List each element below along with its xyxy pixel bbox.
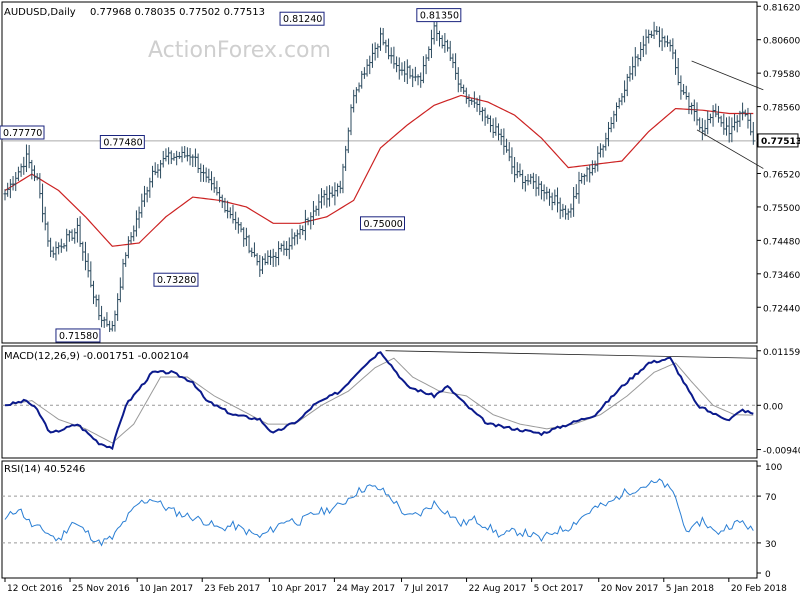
rsi-tick-label: 0	[765, 570, 771, 580]
macd-line	[4, 351, 754, 451]
macd-divergence-line	[385, 350, 758, 359]
x-axis-label: 24 May 2017	[336, 584, 395, 594]
price-tick-label: 0.72440	[763, 304, 800, 314]
rsi-tick-label: 100	[765, 463, 782, 473]
price-annotation-label: 0.81350	[420, 11, 459, 22]
price-annotation-label: 0.73280	[157, 275, 196, 286]
price-tick-label: 0.74480	[763, 237, 800, 247]
price-tick-label: 0.81620	[763, 3, 800, 13]
macd-panel	[1, 345, 758, 459]
current-price-label: 0.77513	[761, 137, 800, 147]
price-panel	[1, 1, 758, 344]
x-axis-label: 22 Aug 2017	[469, 584, 527, 594]
x-axis-label: 10 Apr 2017	[271, 584, 327, 594]
price-tick-label: 0.80600	[763, 37, 800, 47]
x-axis-label: 5 Jan 2018	[666, 584, 714, 594]
price-annotation-box	[0, 125, 45, 140]
channel-lower-line	[696, 129, 764, 169]
x-axis-label: 20 Feb 2018	[731, 584, 787, 594]
macd-signal-line	[4, 357, 754, 444]
rsi-title: RSI(14) 40.5246	[4, 464, 85, 475]
price-annotation-box	[153, 272, 199, 287]
rsi-tick-label: 70	[765, 493, 777, 503]
ohlc-values: 0.77968 0.78035 0.77502 0.77513	[90, 7, 265, 18]
x-axis-label: 20 Nov 2017	[601, 584, 659, 594]
price-annotation-box	[55, 328, 101, 343]
price-annotation-box	[360, 216, 405, 231]
price-annotation-label: 0.75000	[364, 219, 403, 230]
price-tick-label: 0.73460	[763, 271, 800, 281]
price-tick-label: 0.76520	[763, 170, 800, 180]
rsi-panel	[1, 460, 758, 579]
price-annotation-box	[279, 11, 325, 26]
watermark: ActionForex.com	[148, 38, 331, 63]
x-axis-label: 23 Feb 2017	[204, 584, 260, 594]
price-tick-label: 0.79580	[763, 70, 800, 80]
x-axis-label: 25 Nov 2016	[72, 584, 130, 594]
macd-tick-label: 0.01159	[763, 348, 800, 358]
moving-average-line	[4, 94, 754, 247]
price-tick-label: 0.78560	[763, 104, 800, 114]
rsi-tick-label: 30	[765, 540, 777, 550]
symbol-title: AUDUSD,Daily	[4, 7, 76, 18]
macd-title: MACD(12,26,9) -0.001751 -0.002104	[4, 351, 189, 362]
channel-upper-line	[691, 60, 764, 91]
macd-tick-label: -0.009408	[763, 447, 800, 457]
price-annotation-label: 0.77480	[103, 138, 142, 149]
price-annotation-box	[416, 8, 462, 23]
x-axis-label: 12 Oct 2016	[7, 584, 63, 594]
x-axis-label: 7 Jul 2017	[404, 584, 449, 594]
current-price-tag	[757, 133, 799, 148]
price-annotation-label: 0.81240	[283, 14, 322, 25]
price-annotation-label: 0.71580	[59, 331, 98, 342]
price-annotation-box	[99, 135, 145, 150]
rsi-line	[4, 478, 754, 547]
x-axis-label: 5 Oct 2017	[534, 584, 584, 594]
x-axis-label: 10 Jan 2017	[139, 584, 193, 594]
macd-tick-label: 0.00	[763, 402, 783, 412]
price-annotation-label: 0.77770	[3, 128, 42, 139]
price-tick-label: 0.75500	[763, 204, 800, 214]
